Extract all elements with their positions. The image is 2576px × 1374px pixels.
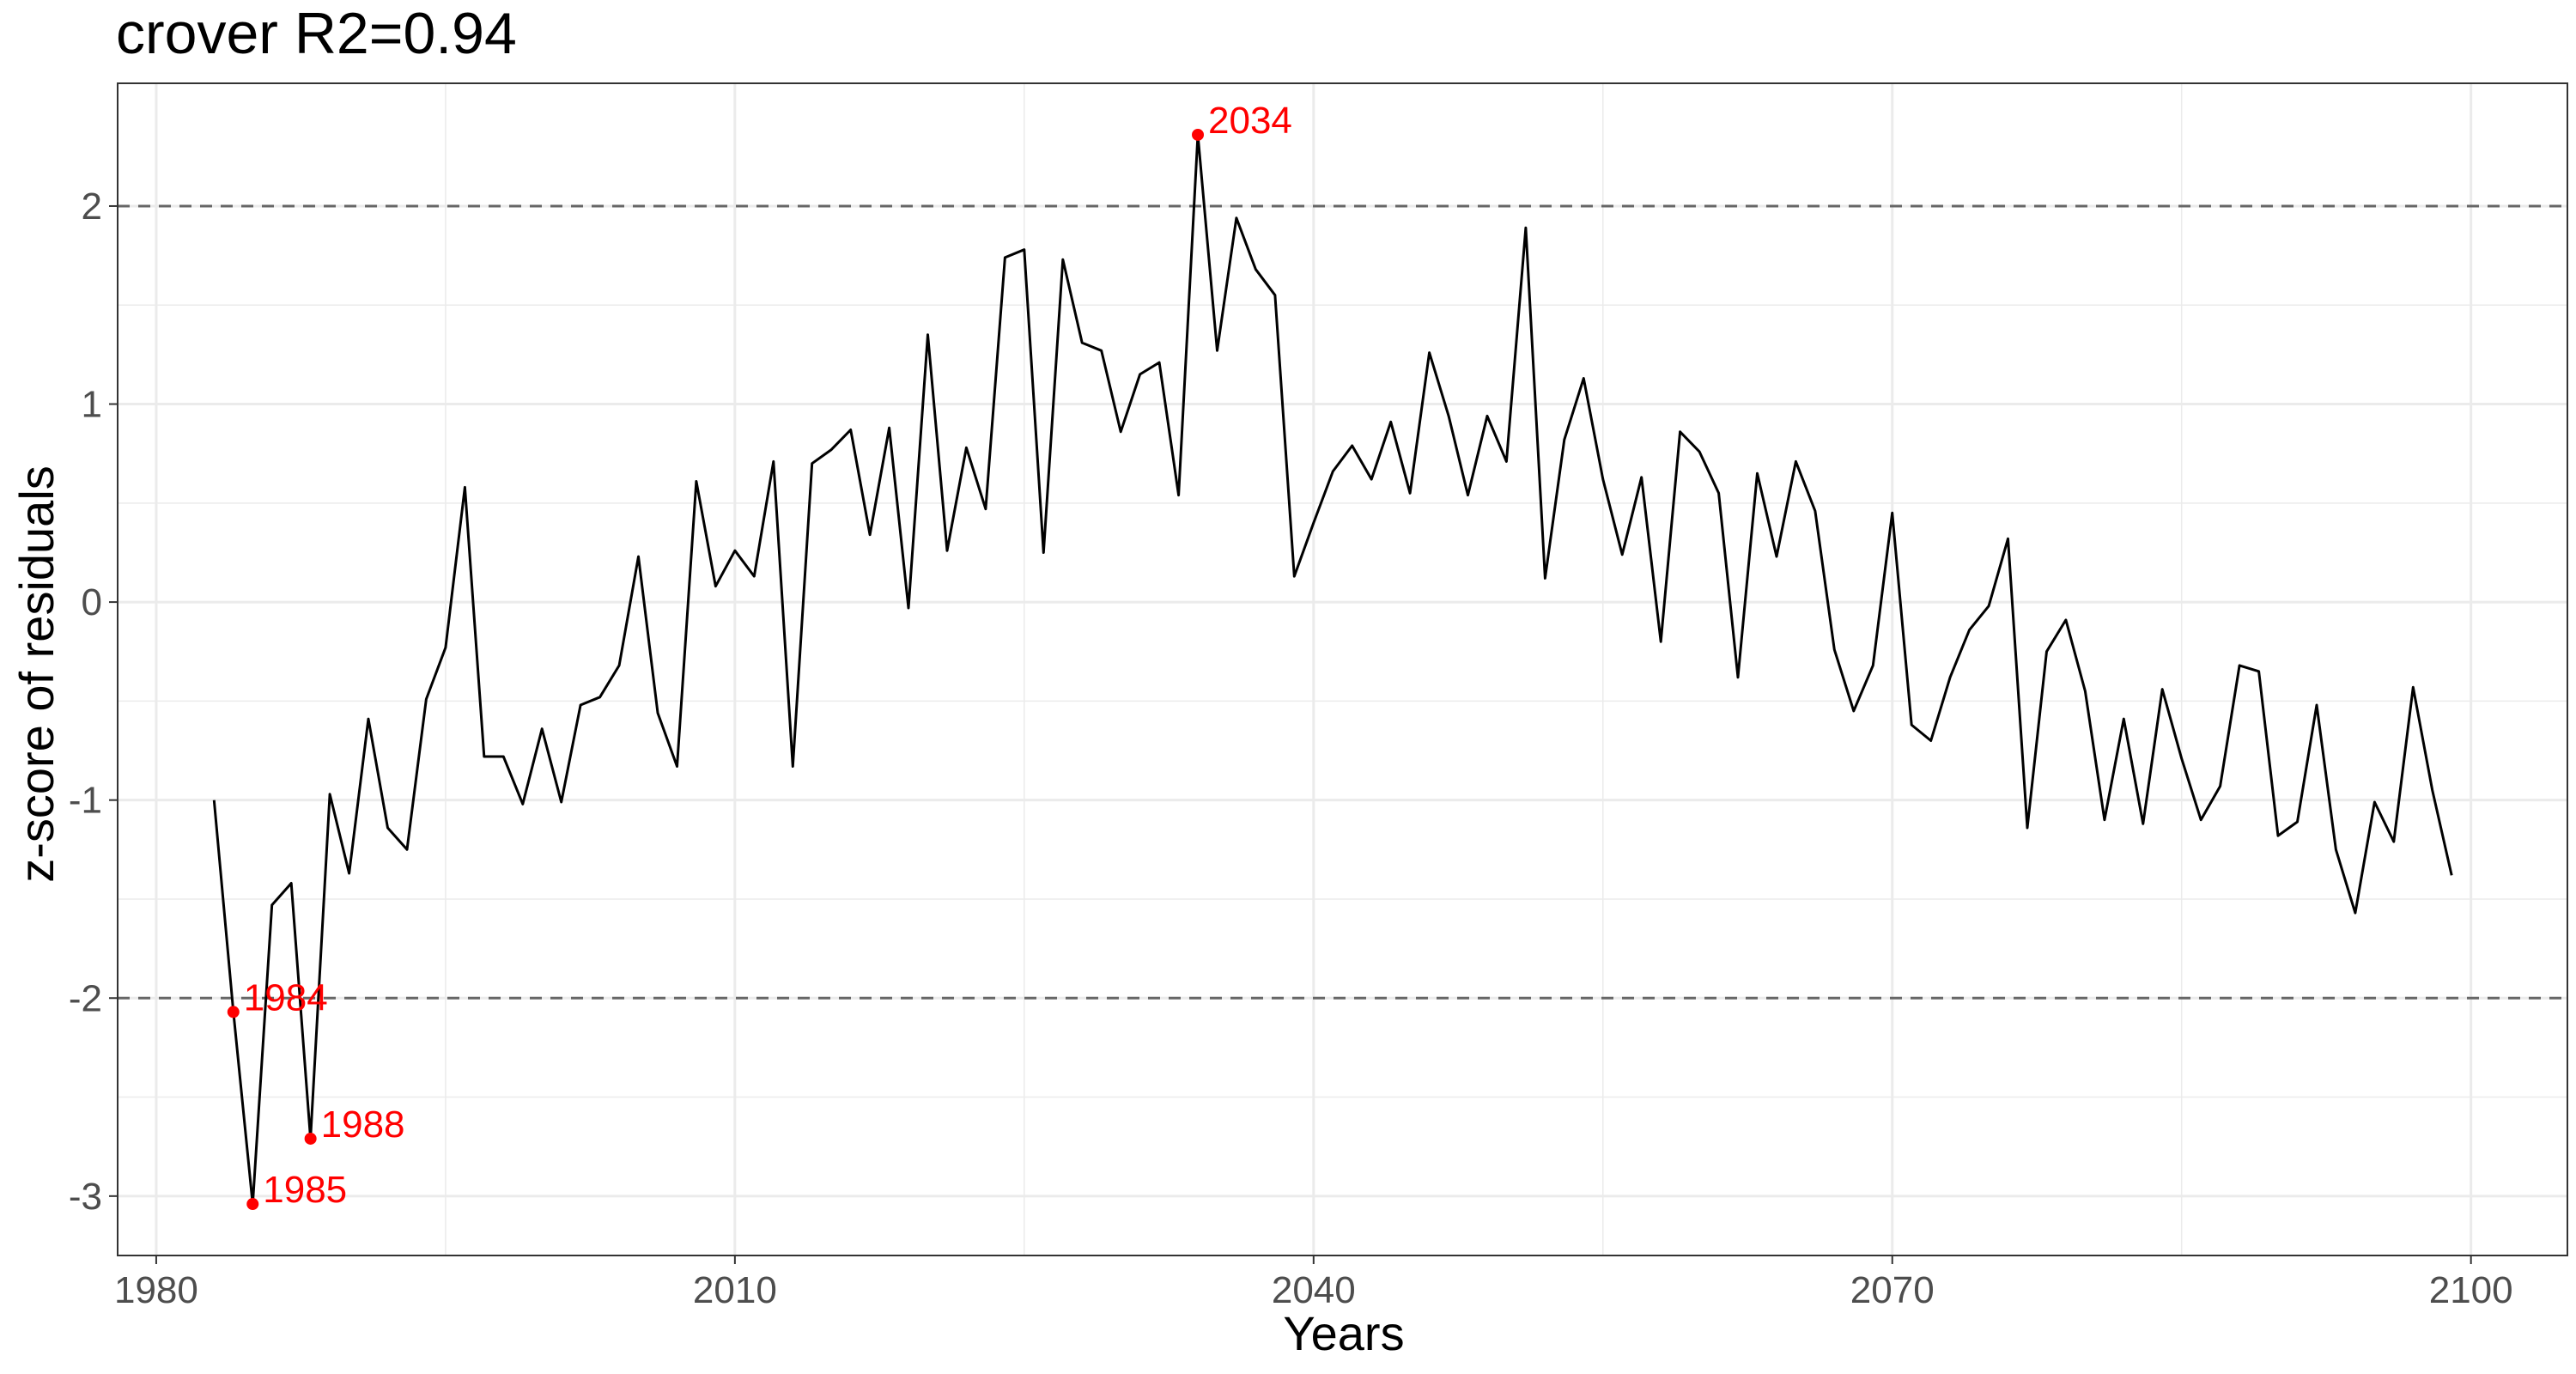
y-tick-label: 2: [82, 185, 102, 228]
highlight-label: 2034: [1208, 100, 1292, 142]
y-tick-label: 0: [82, 581, 102, 623]
x-tick-label: 2040: [1272, 1269, 1356, 1311]
y-tick-label: 1: [82, 384, 102, 426]
chart-title: crover R2=0.94: [116, 1, 517, 66]
x-tick-label: 2010: [693, 1269, 777, 1311]
highlight-label: 1984: [244, 976, 328, 1018]
highlighted-points: 1984 1985 1988 2034: [227, 100, 1292, 1211]
reference-lines: [118, 204, 2567, 1000]
highlight-point: [227, 1006, 240, 1018]
y-axis: -3 -2 -1 0 1 2: [69, 185, 118, 1218]
x-tick-label: 1980: [114, 1269, 198, 1311]
highlight-label: 1988: [321, 1103, 405, 1146]
highlight-label: 1985: [263, 1169, 347, 1211]
x-axis: 1980 2010 2040 2070 2100: [114, 1255, 2513, 1311]
grid: [118, 83, 2567, 1255]
y-axis-title: z-score of residuals: [9, 465, 64, 883]
series: [212, 133, 2453, 1206]
y-tick-label: -1: [69, 780, 102, 822]
highlight-point: [1192, 128, 1205, 141]
y-tick-label: -3: [69, 1176, 102, 1218]
x-tick-label: 2100: [2429, 1269, 2513, 1311]
panel-border: [117, 82, 2568, 1256]
highlight-point: [246, 1198, 259, 1211]
x-axis-title: Years: [1283, 1306, 1404, 1360]
y-tick-label: -2: [69, 977, 102, 1019]
series-line: [212, 133, 2453, 1206]
highlight-point: [304, 1132, 317, 1145]
x-tick-label: 2070: [1850, 1269, 1935, 1311]
